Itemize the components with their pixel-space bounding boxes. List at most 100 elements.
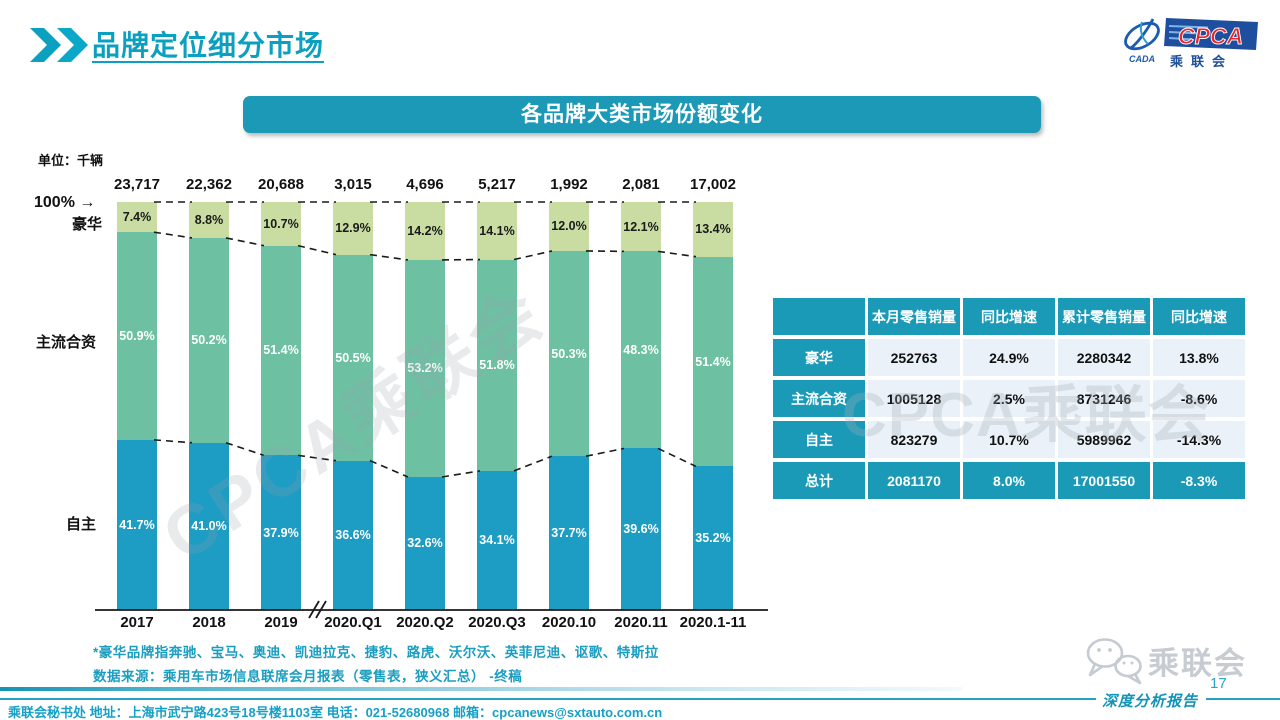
- table-value-cell: 1005128: [868, 380, 960, 417]
- x-axis-label-2020.Q3: 2020.Q3: [468, 614, 526, 631]
- bar-segment-豪华: 7.4%: [117, 202, 157, 233]
- bar-segment-主流合资: 51.4%: [693, 256, 733, 467]
- x-axis-label-2020.Q1: 2020.Q1: [324, 614, 382, 631]
- x-axis-label-2020.10: 2020.10: [541, 614, 597, 631]
- bar-segment-自主: 41.0%: [189, 442, 229, 610]
- bar-segment-value: 14.1%: [479, 223, 515, 238]
- bar-segment-豪华: 10.7%: [261, 202, 301, 246]
- bar-segment-主流合资: 48.3%: [621, 251, 661, 449]
- report-type-label: 深度分析报告: [1102, 694, 1199, 710]
- table-header-3: 累计零售销量: [1058, 298, 1150, 335]
- stacked-bar-2020.11: 12.1% 48.3% 39.6%: [621, 202, 661, 610]
- bar-segment-value: 50.2%: [191, 333, 227, 348]
- sales-summary-table: 本月零售销量 同比增速 累计零售销量 同比增速 豪华 252763 24.9% 2280342…: [770, 294, 1248, 503]
- cpca-text: CPCA: [1178, 23, 1243, 49]
- x-axis-label-2018: 2018: [192, 614, 226, 631]
- axis-100-label: 100% →: [34, 194, 96, 211]
- cpca-wordmark: CPCA: [1164, 18, 1258, 50]
- table-value-cell: 823279: [868, 421, 960, 458]
- bar-segment-value: 51.8%: [479, 358, 515, 373]
- table-corner-cell: [773, 298, 865, 335]
- wechat-icon: [1082, 634, 1146, 691]
- bar-segment-主流合资: 50.2%: [189, 237, 229, 443]
- table-value-cell: 2280342: [1058, 339, 1150, 376]
- bar-segment-豪华: 12.9%: [333, 202, 373, 255]
- series-label-luxury: 豪华: [72, 216, 103, 233]
- table-value-cell: -8.3%: [1153, 462, 1245, 499]
- bar-total-2019: 20,688: [258, 176, 304, 193]
- footer-contact-info: 乘联会秘书处 地址：上海市武宁路423号18号楼1103室 电话：021-526…: [8, 705, 663, 720]
- bar-segment-自主: 36.6%: [333, 460, 373, 610]
- table-value-cell: 17001550: [1058, 462, 1150, 499]
- table-value-cell: 24.9%: [963, 339, 1055, 376]
- bar-segment-自主: 37.9%: [261, 455, 301, 610]
- bar-segment-豪华: 14.2%: [405, 202, 445, 260]
- bar-segment-value: 12.1%: [623, 219, 659, 234]
- bar-segment-自主: 34.1%: [477, 470, 517, 610]
- logo-cn-text: 乘联会: [1169, 54, 1233, 69]
- bar-segment-豪华: 12.0%: [549, 202, 589, 251]
- cada-emblem-icon: CADA: [1124, 18, 1160, 64]
- x-axis-label-2020.11: 2020.11: [614, 614, 668, 631]
- bar-total-2020.Q2: 4,696: [406, 176, 444, 193]
- data-source-note: 数据来源：乘用车市场信息联席会月报表（零售表，狭义汇总） -终稿: [93, 669, 523, 684]
- bar-segment-自主: 39.6%: [621, 448, 661, 610]
- bar-segment-value: 32.6%: [407, 536, 443, 551]
- bar-segment-value: 50.9%: [119, 329, 155, 344]
- bar-segment-主流合资: 51.8%: [477, 259, 517, 471]
- table-row-主流合资: 主流合资 1005128 2.5% 8731246 -8.6%: [773, 380, 1245, 417]
- cada-text: CADA: [1129, 54, 1155, 64]
- bar-segment-value: 12.0%: [551, 219, 587, 234]
- series-label-domestic: 自主: [66, 516, 97, 533]
- table-value-cell: 8.0%: [963, 462, 1055, 499]
- bar-segment-value: 51.4%: [263, 343, 299, 358]
- bar-segment-value: 12.9%: [335, 221, 371, 236]
- table-value-cell: 13.8%: [1153, 339, 1245, 376]
- footer-rule-right: [1206, 698, 1280, 700]
- bar-segment-value: 51.4%: [695, 354, 731, 369]
- bar-segment-value: 41.7%: [119, 517, 155, 532]
- row-label: 总计: [773, 462, 865, 499]
- table-value-cell: 2081170: [868, 462, 960, 499]
- bar-segment-value: 35.2%: [695, 531, 731, 546]
- bar-segment-自主: 37.7%: [549, 456, 589, 610]
- bar-segment-value: 48.3%: [623, 342, 659, 357]
- table-header-2: 同比增速: [963, 298, 1055, 335]
- table-header-1: 本月零售销量: [868, 298, 960, 335]
- bar-segment-value: 39.6%: [623, 522, 659, 537]
- bar-segment-主流合资: 50.3%: [549, 250, 589, 457]
- table-value-cell: 252763: [868, 339, 960, 376]
- unit-label: 单位：千辆: [38, 153, 104, 168]
- bar-segment-value: 7.4%: [122, 210, 152, 225]
- bar-segment-value: 13.4%: [695, 222, 731, 237]
- double-chevron-icon: [30, 28, 92, 62]
- row-label: 豪华: [773, 339, 865, 376]
- bar-segment-豪华: 13.4%: [693, 202, 733, 257]
- bar-segment-豪华: 8.8%: [189, 202, 229, 238]
- stacked-bar-2020.Q1: 12.9% 50.5% 36.6%: [333, 202, 373, 610]
- bar-segment-value: 53.2%: [407, 361, 443, 376]
- table-value-cell: 10.7%: [963, 421, 1055, 458]
- stacked-bar-2019: 10.7% 51.4% 37.9%: [261, 202, 301, 610]
- bar-segment-value: 50.3%: [551, 346, 587, 361]
- bar-segment-自主: 32.6%: [405, 476, 445, 610]
- table-value-cell: 8731246: [1058, 380, 1150, 417]
- bar-segment-value: 34.1%: [479, 533, 515, 548]
- bar-total-2020.Q3: 5,217: [478, 176, 516, 193]
- bar-segment-主流合资: 51.4%: [261, 245, 301, 456]
- x-axis-label-2019: 2019: [264, 614, 298, 631]
- bar-segment-value: 37.9%: [263, 525, 299, 540]
- bar-segment-value: 41.0%: [191, 519, 227, 534]
- footer-gradient-divider: [0, 687, 962, 691]
- table-row-总计: 总计 2081170 8.0% 17001550 -8.3%: [773, 462, 1245, 499]
- x-axis-label-2017: 2017: [120, 614, 154, 631]
- cpca-logo: CADA CPCA 乘联会: [1118, 12, 1260, 70]
- footer-rule-left: [0, 698, 1096, 700]
- bar-segment-value: 8.8%: [194, 212, 224, 227]
- stacked-bar-2020.Q3: 14.1% 51.8% 34.1%: [477, 202, 517, 610]
- bar-segment-自主: 41.7%: [117, 439, 157, 610]
- bar-segment-主流合资: 50.9%: [117, 232, 157, 440]
- row-label: 自主: [773, 421, 865, 458]
- x-axis-label-2020.1-11: 2020.1-11: [679, 614, 747, 631]
